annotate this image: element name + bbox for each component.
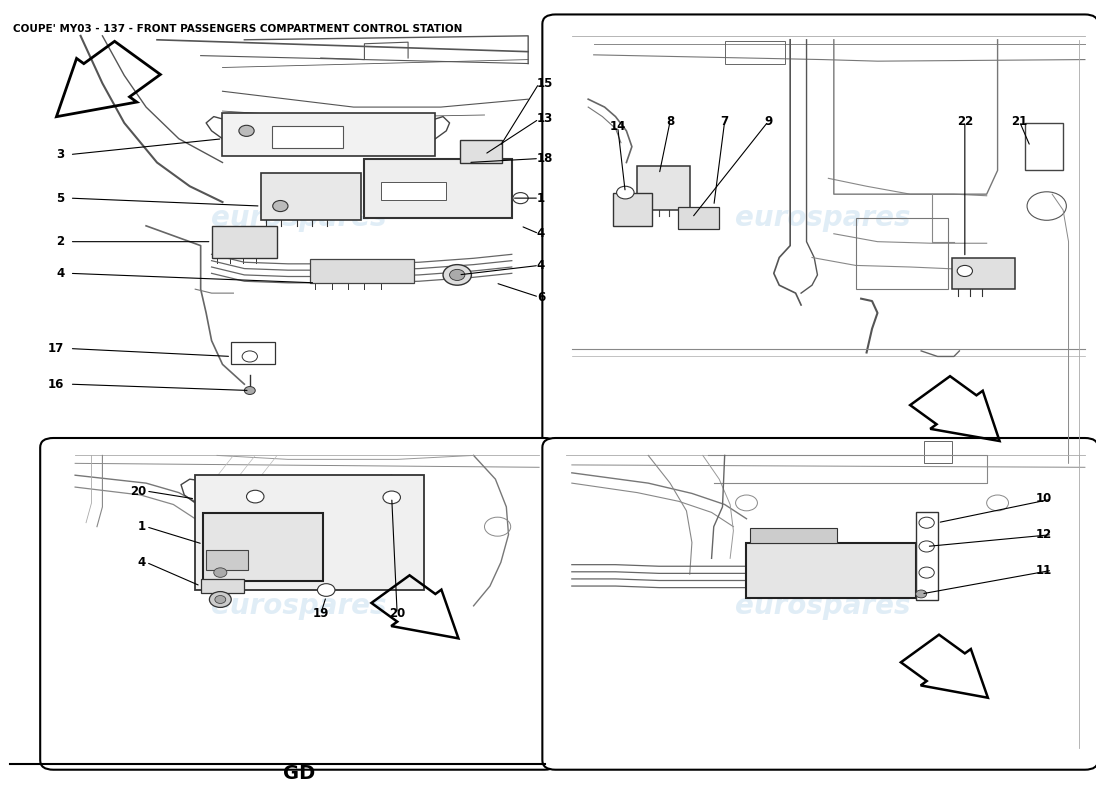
Text: 19: 19 — [312, 607, 329, 620]
Circle shape — [513, 193, 528, 204]
Text: 4: 4 — [56, 267, 64, 280]
Text: 8: 8 — [666, 115, 674, 128]
Circle shape — [918, 541, 934, 552]
Text: 4: 4 — [537, 259, 546, 272]
Circle shape — [242, 351, 257, 362]
Text: eurospares: eurospares — [211, 204, 387, 232]
FancyBboxPatch shape — [41, 438, 558, 770]
Text: 3: 3 — [56, 148, 64, 161]
FancyBboxPatch shape — [614, 193, 651, 226]
Text: 21: 21 — [1011, 115, 1027, 128]
Text: 22: 22 — [957, 115, 974, 128]
FancyBboxPatch shape — [211, 226, 277, 258]
Circle shape — [209, 591, 231, 607]
Circle shape — [617, 186, 634, 199]
Text: 10: 10 — [1036, 493, 1053, 506]
Text: 11: 11 — [1036, 564, 1053, 577]
FancyBboxPatch shape — [364, 158, 512, 218]
Circle shape — [246, 490, 264, 503]
Text: 1: 1 — [138, 520, 146, 533]
Text: 16: 16 — [47, 378, 64, 390]
Text: eurospares: eurospares — [735, 592, 911, 620]
Text: 15: 15 — [537, 77, 553, 90]
Text: 20: 20 — [389, 607, 405, 620]
Text: 6: 6 — [537, 290, 546, 303]
Text: 9: 9 — [764, 115, 772, 128]
FancyBboxPatch shape — [461, 140, 502, 162]
Circle shape — [915, 590, 926, 598]
Text: 1: 1 — [537, 192, 544, 205]
FancyBboxPatch shape — [310, 259, 414, 283]
Circle shape — [213, 568, 227, 578]
Circle shape — [918, 567, 934, 578]
Circle shape — [383, 491, 400, 504]
Text: COUPE' MY03 - 137 - FRONT PASSENGERS COMPARTMENT CONTROL STATION: COUPE' MY03 - 137 - FRONT PASSENGERS COM… — [13, 24, 462, 34]
Text: 13: 13 — [537, 113, 553, 126]
FancyBboxPatch shape — [222, 113, 436, 156]
FancyBboxPatch shape — [678, 207, 719, 229]
FancyBboxPatch shape — [206, 550, 248, 570]
FancyBboxPatch shape — [542, 14, 1098, 477]
Circle shape — [450, 270, 465, 281]
Circle shape — [957, 266, 972, 277]
Circle shape — [214, 595, 225, 603]
FancyBboxPatch shape — [637, 166, 690, 210]
FancyBboxPatch shape — [261, 173, 361, 220]
Text: 17: 17 — [48, 342, 64, 355]
FancyBboxPatch shape — [272, 126, 342, 148]
Circle shape — [273, 201, 288, 211]
Text: eurospares: eurospares — [735, 204, 911, 232]
FancyBboxPatch shape — [747, 542, 915, 598]
FancyBboxPatch shape — [200, 579, 244, 593]
Text: 12: 12 — [1036, 528, 1053, 541]
Circle shape — [318, 584, 334, 596]
Text: 5: 5 — [56, 192, 64, 205]
Text: 20: 20 — [130, 485, 146, 498]
Circle shape — [443, 265, 472, 286]
Text: 2: 2 — [56, 235, 64, 248]
FancyBboxPatch shape — [202, 514, 323, 581]
Text: 7: 7 — [720, 115, 728, 128]
FancyBboxPatch shape — [750, 528, 837, 542]
Text: GD: GD — [283, 764, 315, 783]
Circle shape — [244, 386, 255, 394]
FancyBboxPatch shape — [952, 258, 1015, 289]
Circle shape — [918, 517, 934, 528]
Text: eurospares: eurospares — [211, 592, 387, 620]
FancyBboxPatch shape — [542, 438, 1098, 770]
FancyBboxPatch shape — [195, 475, 425, 590]
Text: 4: 4 — [138, 556, 146, 569]
FancyBboxPatch shape — [381, 182, 447, 200]
Circle shape — [239, 126, 254, 136]
Text: 18: 18 — [537, 152, 553, 165]
Text: 4: 4 — [537, 227, 546, 240]
Text: 14: 14 — [609, 120, 626, 134]
